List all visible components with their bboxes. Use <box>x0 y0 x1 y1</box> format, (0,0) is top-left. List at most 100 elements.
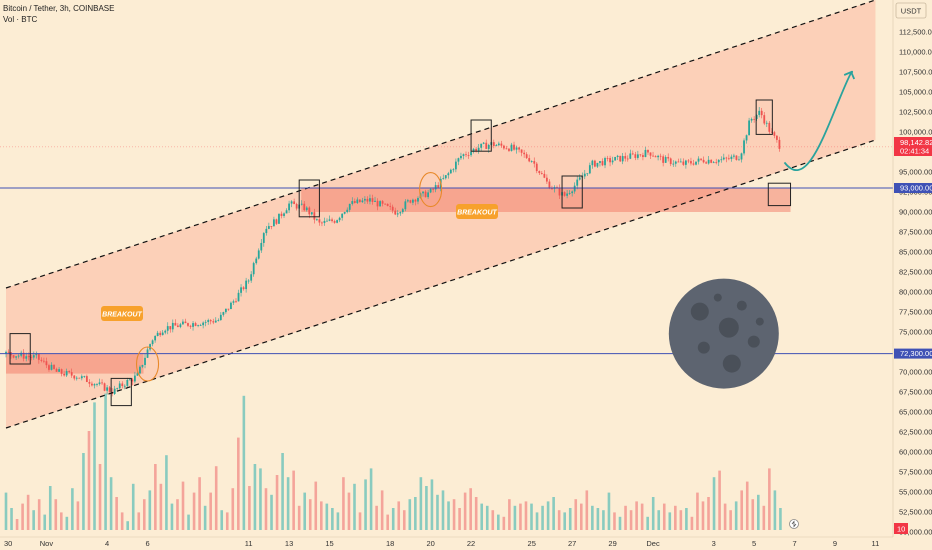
candle-body <box>364 198 366 201</box>
candle-body <box>290 201 293 204</box>
volume-bar <box>718 470 721 530</box>
moon-crater <box>690 302 709 321</box>
time-tick-label: 27 <box>568 539 576 548</box>
trend-channel-fill <box>6 0 876 428</box>
price-candles <box>5 106 781 397</box>
volume-bar <box>198 477 201 530</box>
support-zone <box>6 353 144 374</box>
candle-body <box>642 155 644 158</box>
time-tick-label: 9 <box>833 539 837 548</box>
candle-body <box>733 155 735 157</box>
candle-body <box>596 162 599 167</box>
candle-body <box>629 153 632 159</box>
candle-body <box>237 292 240 302</box>
volume-bar <box>43 514 47 530</box>
volume-bar <box>524 501 528 530</box>
currency-button[interactable]: USDT <box>895 2 927 19</box>
candle-body <box>83 376 86 377</box>
price-tick-label: 100,000.00 <box>899 128 932 137</box>
volume-bar <box>275 475 279 530</box>
volume-bar <box>624 505 627 530</box>
scroll-to-realtime-icon[interactable] <box>789 519 799 529</box>
volume-bar <box>452 499 456 530</box>
candle-body <box>384 203 387 205</box>
candle-body <box>631 153 634 155</box>
volume-bar <box>408 499 412 530</box>
candle-body <box>700 158 702 160</box>
volume-bar <box>557 510 561 530</box>
volume-bar <box>37 499 41 530</box>
candle-body <box>358 199 361 203</box>
candle-body <box>310 212 313 215</box>
pivot-box <box>470 119 492 152</box>
volume-bar <box>82 453 85 530</box>
candle-body <box>176 325 179 328</box>
candle-body <box>578 177 581 180</box>
breakout-label[interactable]: BREAKOUT <box>101 306 143 321</box>
candle-body <box>389 205 392 207</box>
candle-body <box>606 158 609 159</box>
candle-body <box>664 157 667 163</box>
price-tick-label: 55,000.00 <box>899 488 932 497</box>
candle-body <box>535 163 538 172</box>
candle-body <box>462 154 465 156</box>
candle-body <box>566 193 569 196</box>
moon-crater <box>736 300 747 311</box>
time-tick-label: 6 <box>145 539 149 548</box>
volume-bar <box>320 501 323 530</box>
candle-body <box>230 302 232 310</box>
candle-body <box>293 201 296 205</box>
price-tick-label: 77,500.00 <box>899 308 932 317</box>
volume-bar <box>253 464 257 530</box>
candle-body <box>422 191 424 194</box>
volume-bar <box>690 516 694 530</box>
candle-body <box>68 371 71 373</box>
candle-body <box>139 366 141 374</box>
candle-body <box>48 365 50 370</box>
candle-body <box>199 325 202 326</box>
candle-body <box>252 263 255 275</box>
price-axis-panel[interactable] <box>893 0 932 550</box>
candle-body <box>118 383 121 389</box>
volume-bar <box>297 505 301 530</box>
candle-body <box>318 219 321 223</box>
candle-body <box>599 161 601 163</box>
candle-body <box>508 148 510 151</box>
price-tick-label: 60,000.00 <box>899 448 932 457</box>
volume-bar <box>21 503 24 530</box>
candle-body <box>326 220 328 222</box>
candle-body <box>588 165 591 174</box>
volume-bar <box>707 497 710 530</box>
volume-bar <box>220 510 224 530</box>
time-tick-label: 25 <box>528 539 536 548</box>
svg-text:98,142.82: 98,142.82 <box>900 138 932 147</box>
candle-body <box>427 192 429 198</box>
volume-bar <box>203 505 207 530</box>
candle-body <box>396 213 399 215</box>
candle-body <box>386 203 389 206</box>
candle-body <box>179 324 182 328</box>
candle-body <box>336 220 339 223</box>
candle-body <box>144 357 146 365</box>
candle-body <box>351 201 354 204</box>
candle-body <box>540 173 543 174</box>
moon-crater <box>697 341 710 354</box>
candle-body <box>20 352 23 356</box>
breakout-label[interactable]: BREAKOUT <box>456 204 498 219</box>
candle-body <box>197 325 199 327</box>
price-tick-label: 95,000.00 <box>899 168 932 177</box>
candle-body <box>103 383 106 391</box>
candle-body <box>255 258 258 264</box>
candle-body <box>217 320 220 321</box>
candle-body <box>727 158 730 160</box>
candle-body <box>775 135 778 140</box>
candle-body <box>480 143 483 148</box>
candle-body <box>353 201 356 203</box>
candle-body <box>485 142 488 149</box>
candle-body <box>712 162 715 164</box>
candle-body <box>690 161 692 164</box>
time-tick-label: Dec <box>646 539 660 548</box>
candle-body <box>374 200 376 202</box>
volume-bar <box>712 477 716 530</box>
